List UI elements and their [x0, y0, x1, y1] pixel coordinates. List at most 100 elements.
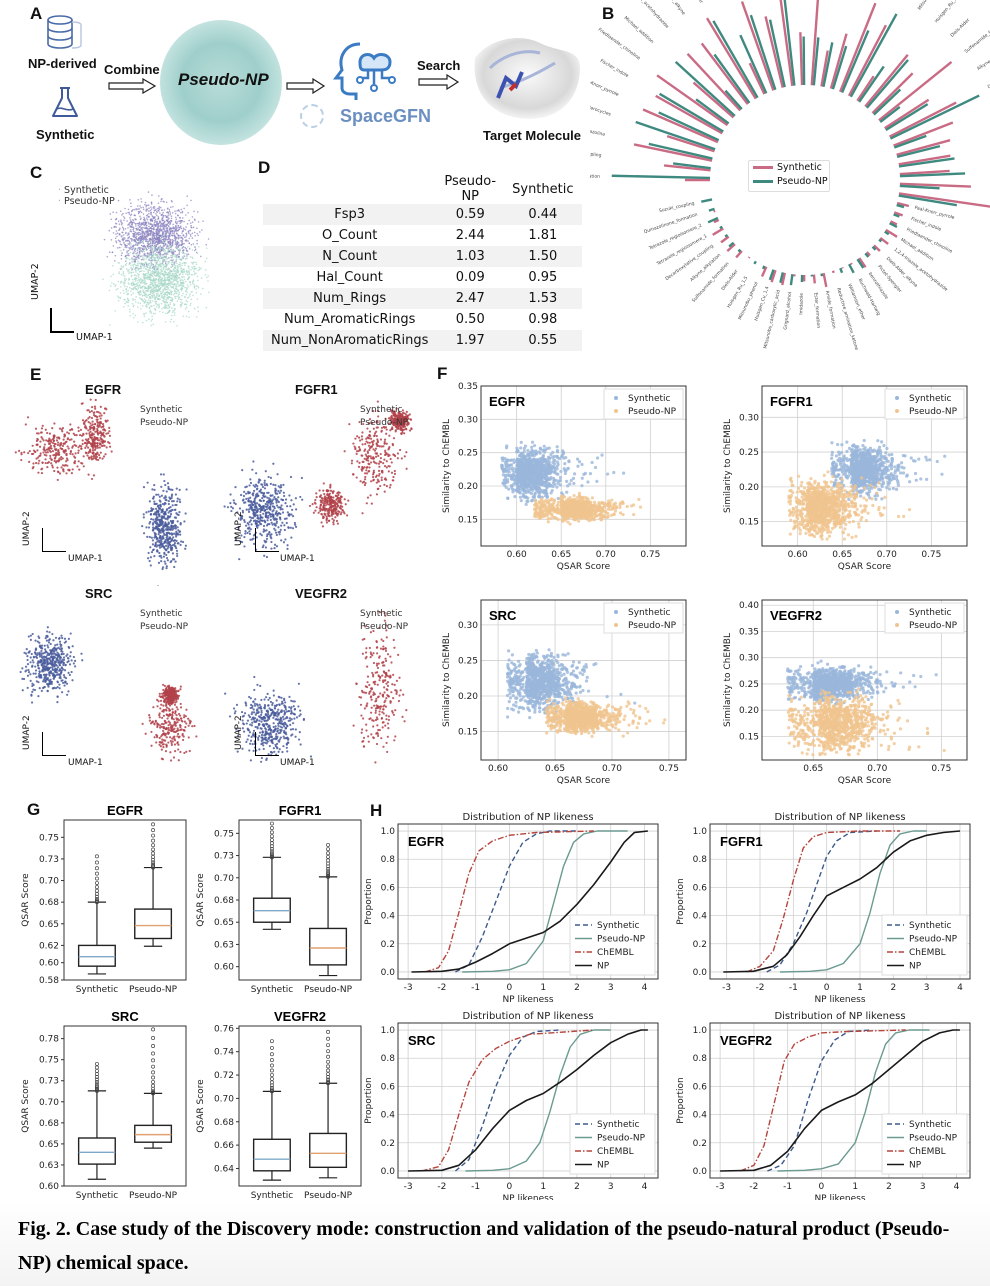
reaction-label: Michael_addition — [623, 15, 655, 45]
umap-point-synthetic — [160, 485, 163, 488]
umap-point-synthetic — [271, 502, 274, 505]
umap-point-synthetic — [133, 235, 135, 238]
umap-point-pseudo-np — [130, 243, 133, 245]
reaction-label: Fischer_indole — [599, 58, 630, 79]
radial-bar — [740, 1, 775, 91]
umap-point-pseudo-np — [376, 439, 379, 443]
umap-point-pseudo-np — [359, 480, 362, 483]
umap-point-synthetic — [151, 526, 155, 529]
umap-point-pseudo-np — [94, 415, 98, 418]
umap-point-pseudo-np — [176, 283, 179, 285]
umap-point-pseudo-np — [151, 249, 153, 252]
umap-point-pseudo-np — [385, 432, 388, 435]
umap-point-synthetic — [140, 206, 142, 209]
umap-point-synthetic — [164, 242, 167, 245]
umap-point-pseudo-np — [153, 249, 156, 252]
umap-point-synthetic — [146, 217, 148, 219]
umap-point-pseudo-np — [160, 296, 163, 298]
umap-point-pseudo-np — [123, 281, 126, 283]
umap-point-synthetic — [184, 544, 187, 547]
umap-point-pseudo-np — [50, 462, 53, 465]
umap-point-synthetic — [180, 244, 183, 247]
umap-point-synthetic — [174, 560, 177, 563]
umap-point-synthetic — [145, 205, 147, 208]
umap-point-synthetic — [161, 521, 164, 525]
umap-point-synthetic — [146, 232, 148, 234]
panel-label-b: B — [602, 4, 615, 23]
umap-point-pseudo-np — [400, 457, 403, 460]
umap-point-pseudo-np — [43, 447, 46, 451]
umap-point-synthetic — [124, 228, 127, 230]
umap-point-pseudo-np — [65, 457, 69, 460]
umap-point-pseudo-np — [149, 301, 151, 303]
umap-point-synthetic — [255, 525, 258, 528]
umap-point-pseudo-np — [48, 432, 51, 435]
umap-point-pseudo-np — [150, 264, 153, 267]
umap-point-pseudo-np — [143, 291, 146, 294]
reaction-label: Grignard_alcohol — [783, 292, 794, 330]
umap-point-pseudo-np — [137, 286, 140, 289]
umap-point-synthetic — [192, 226, 195, 229]
umap-point-pseudo-np — [92, 411, 95, 415]
umap-point-pseudo-np — [88, 410, 91, 414]
umap-point-synthetic — [160, 229, 162, 232]
umap-point-synthetic — [241, 509, 244, 512]
umap-point-synthetic — [169, 506, 172, 509]
radial-bar — [770, 269, 777, 283]
umap-point-pseudo-np — [147, 246, 150, 249]
umap-point-synthetic — [162, 516, 165, 519]
umap-point-pseudo-np — [311, 503, 314, 506]
umap-point-pseudo-np — [166, 258, 168, 260]
umap-point-pseudo-np — [143, 258, 146, 260]
umap-point-pseudo-np — [354, 437, 357, 440]
umap-point-synthetic — [191, 232, 194, 235]
umap-point-synthetic — [134, 258, 137, 261]
umap-point-pseudo-np — [159, 257, 161, 260]
umap-point-synthetic — [160, 206, 162, 209]
umap-point-pseudo-np — [326, 492, 329, 496]
umap-point-synthetic — [110, 227, 113, 229]
umap-point-synthetic — [264, 521, 267, 524]
umap-point-pseudo-np — [126, 243, 129, 245]
umap-point-pseudo-np — [53, 422, 56, 425]
umap-point-pseudo-np — [165, 306, 168, 309]
umap-point-synthetic — [182, 227, 185, 229]
umap-point-synthetic — [175, 512, 178, 515]
table-cell: O_Count — [322, 228, 378, 243]
umap-point-pseudo-np — [364, 478, 367, 481]
umap-point-synthetic — [160, 223, 162, 225]
umap-point-pseudo-np — [79, 428, 83, 431]
umap-point-pseudo-np — [154, 296, 156, 298]
umap-point-pseudo-np — [34, 461, 38, 465]
umap-point-pseudo-np — [132, 239, 135, 242]
umap-point-synthetic — [163, 253, 165, 256]
umap-point-pseudo-np — [372, 439, 375, 442]
umap-point-synthetic — [138, 222, 140, 224]
umap-point-pseudo-np — [164, 292, 166, 294]
umap-point-pseudo-np — [87, 409, 90, 412]
umap-point-synthetic — [133, 214, 136, 216]
umap-point-synthetic — [166, 523, 170, 526]
umap-point-synthetic — [152, 497, 155, 500]
umap-point-pseudo-np — [98, 446, 101, 449]
umap-point-pseudo-np — [168, 289, 171, 291]
umap-point-pseudo-np — [33, 450, 37, 453]
umap-point-pseudo-np — [171, 276, 173, 279]
umap-point-synthetic — [189, 235, 192, 237]
umap-point-synthetic — [146, 230, 148, 233]
umap-point-pseudo-np — [131, 303, 134, 305]
umap-point-synthetic — [265, 524, 269, 527]
umap-point-pseudo-np — [55, 460, 58, 463]
umap-point-pseudo-np — [38, 445, 42, 448]
umap-point-pseudo-np — [187, 310, 190, 313]
umap-point-synthetic — [143, 232, 146, 235]
umap-point-pseudo-np — [184, 258, 187, 260]
umap-1-label: UMAP-1 — [76, 332, 113, 343]
umap-point-synthetic — [131, 248, 134, 251]
umap-point-pseudo-np — [405, 451, 408, 454]
umap-point-pseudo-np — [154, 282, 156, 284]
table-cell: Hal_Count — [316, 270, 383, 285]
umap-point-synthetic — [249, 481, 253, 485]
umap-point-synthetic — [159, 252, 162, 254]
umap-point-pseudo-np — [162, 268, 165, 270]
